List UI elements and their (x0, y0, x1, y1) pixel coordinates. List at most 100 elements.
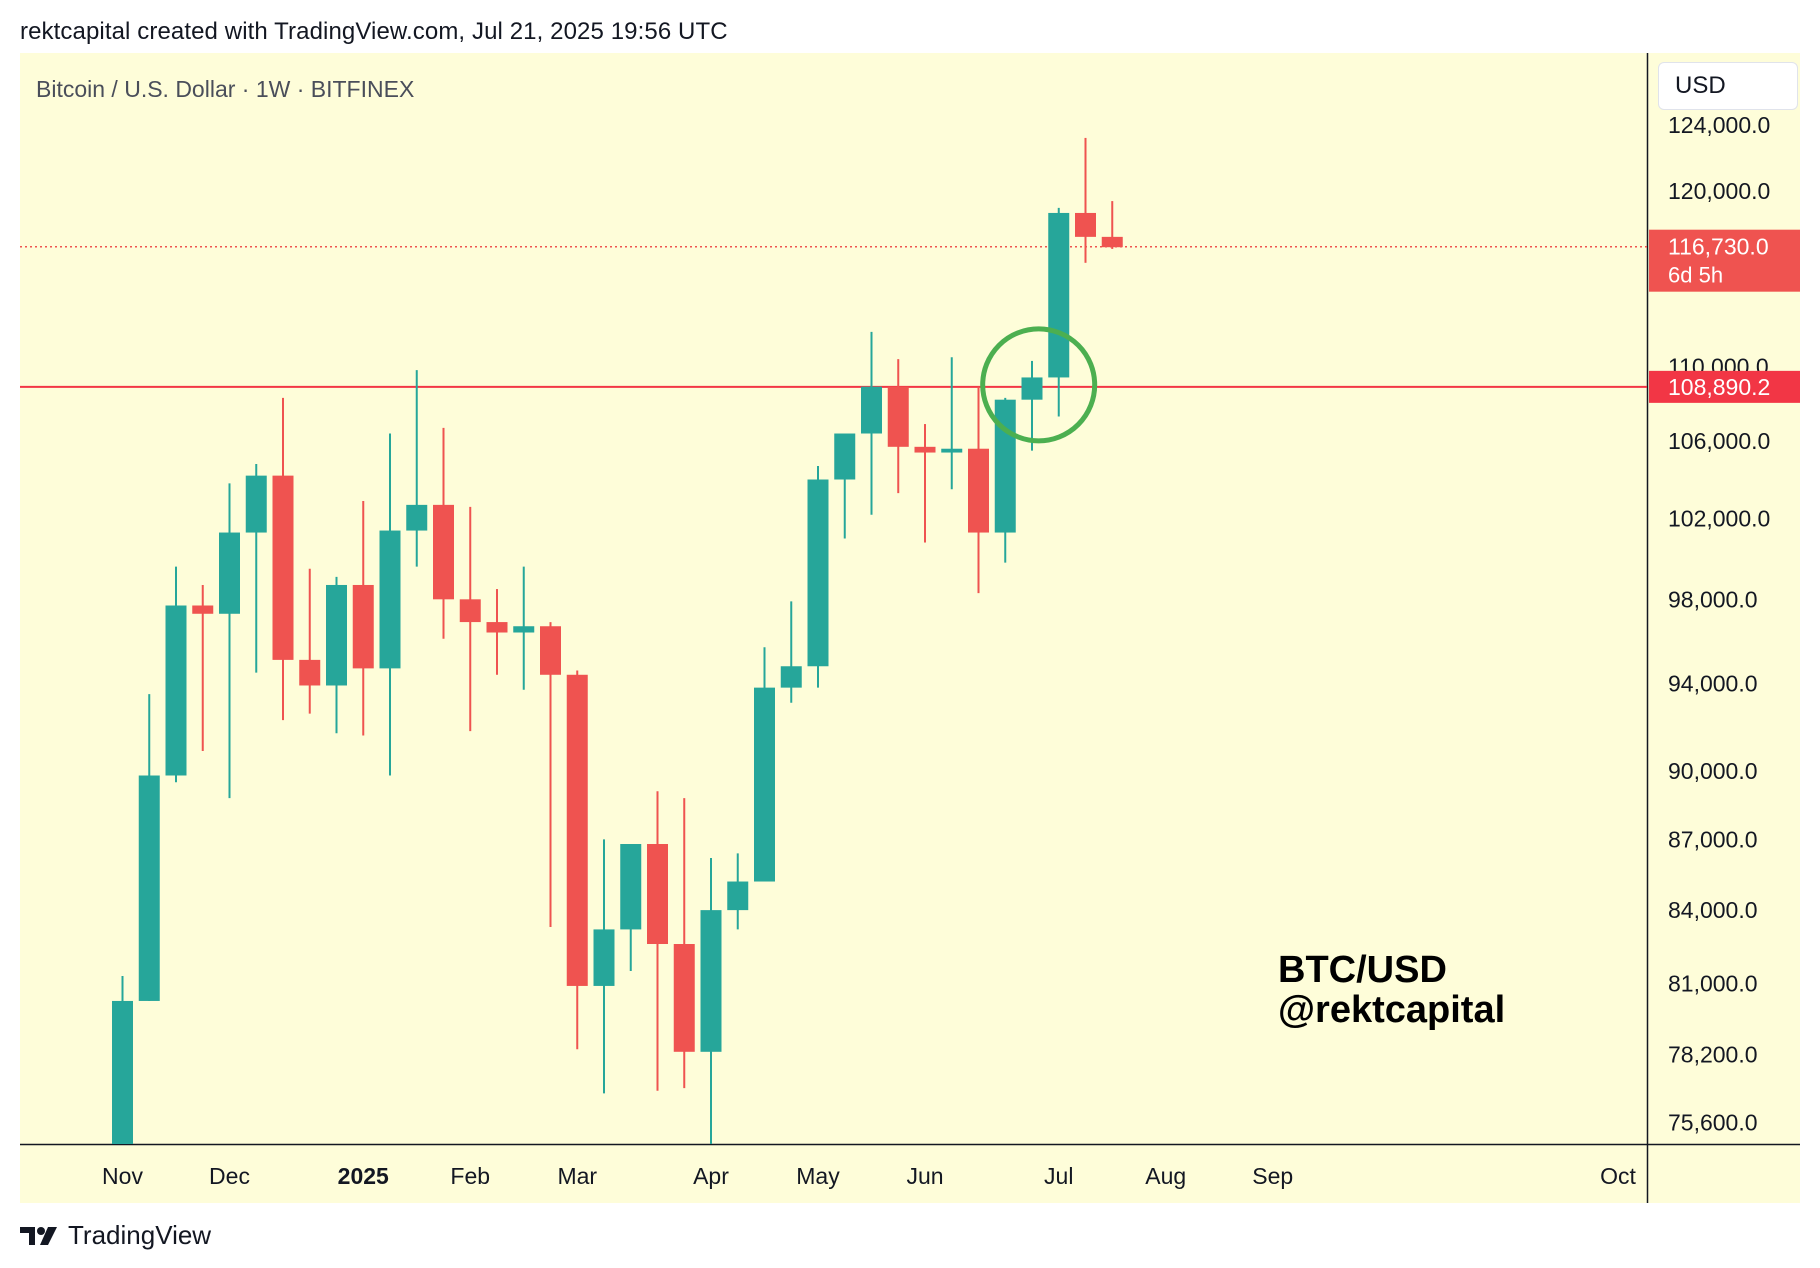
candle[interactable] (513, 566, 535, 690)
candle[interactable] (486, 589, 508, 675)
candle[interactable] (192, 584, 214, 751)
candle-body (299, 659, 321, 686)
candle-body (914, 446, 936, 453)
candle[interactable] (138, 694, 160, 1001)
price-tick-label: 78,200.0 (1668, 1041, 1758, 1067)
candle[interactable] (1075, 137, 1096, 263)
candle[interactable] (673, 798, 695, 1089)
candle-body (566, 674, 588, 986)
last-price-tag (1649, 229, 1800, 292)
price-tick-label: 87,000.0 (1668, 826, 1758, 852)
time-tick-label: Sep (1252, 1163, 1293, 1189)
candle[interactable] (754, 647, 775, 882)
candle-body (620, 844, 642, 930)
candle-body (192, 605, 214, 614)
candle-body (486, 622, 508, 633)
candle[interactable] (326, 576, 347, 734)
candle-body (245, 475, 267, 533)
candle-body (433, 504, 454, 600)
candle-body (1021, 377, 1043, 400)
candle[interactable] (914, 424, 936, 543)
candle-body (138, 775, 160, 1001)
time-tick-label: Aug (1145, 1163, 1186, 1189)
candle-body (352, 584, 374, 669)
candle[interactable] (1101, 201, 1123, 249)
time-tick-label: 2025 (338, 1163, 389, 1189)
candle[interactable] (272, 397, 294, 721)
candle[interactable] (807, 465, 829, 688)
candle-body (272, 475, 294, 660)
time-tick-label: Jul (1044, 1163, 1073, 1189)
candle[interactable] (219, 483, 240, 799)
candle[interactable] (165, 566, 187, 783)
price-tick-label: 120,000.0 (1668, 178, 1770, 204)
tradingview-logo-icon (20, 1226, 57, 1245)
price-tick-label: 102,000.0 (1668, 506, 1770, 532)
candle[interactable] (861, 331, 882, 515)
candle-body (941, 448, 963, 453)
watermark-pair: BTC/USD (1278, 949, 1447, 991)
candle-body (780, 666, 802, 688)
price-tick-label: 94,000.0 (1668, 670, 1758, 696)
candle-body (326, 584, 347, 686)
candle[interactable] (433, 427, 454, 639)
price-axis[interactable]: 124,000.0120,000.0110,000.0106,000.0102,… (1649, 112, 1800, 1136)
candle-body (459, 599, 481, 623)
candle-body (727, 881, 749, 911)
candle[interactable] (593, 839, 615, 1094)
candle[interactable] (299, 568, 321, 714)
time-tick-label: Apr (693, 1163, 729, 1189)
chart-attribution: rektcapital created with TradingView.com… (20, 18, 728, 45)
candle[interactable] (379, 433, 401, 776)
footer: TradingView (20, 1220, 211, 1251)
candle[interactable] (968, 386, 989, 594)
candle[interactable] (406, 370, 428, 567)
candle-body (1075, 212, 1096, 237)
time-tick-label: Dec (209, 1163, 250, 1189)
price-tick-label: 98,000.0 (1668, 586, 1758, 612)
candle-body (807, 479, 829, 667)
candle[interactable] (834, 433, 856, 539)
candle-body (1101, 236, 1123, 248)
candle[interactable] (780, 601, 802, 703)
time-axis[interactable]: Nov Dec 2025 Feb Mar Apr May Jun Jul Aug Sep Oct (102, 1163, 1636, 1189)
candle[interactable] (700, 857, 722, 1152)
candle-body (673, 944, 695, 1052)
time-tick-label: May (796, 1163, 840, 1189)
candle-body (593, 929, 615, 986)
price-tick-label: 124,000.0 (1668, 112, 1770, 138)
candle[interactable] (245, 464, 267, 673)
candle[interactable] (540, 622, 561, 927)
candle[interactable] (887, 359, 909, 494)
horizontal-levels (20, 245, 1647, 388)
candle[interactable] (620, 844, 642, 972)
candle[interactable] (941, 357, 963, 490)
price-tick-label: 90,000.0 (1668, 758, 1758, 784)
candle-body (540, 626, 561, 675)
candle[interactable] (727, 853, 749, 930)
candle-body (700, 910, 722, 1052)
last-price-label: 116,730.0 (1668, 234, 1769, 260)
time-tick-label: Mar (557, 1163, 597, 1189)
candle-body (219, 532, 240, 614)
candle-body (406, 504, 428, 531)
candle-body (754, 687, 775, 882)
candle[interactable] (647, 791, 668, 1091)
price-tick-label: 106,000.0 (1668, 428, 1770, 454)
annotations (980, 326, 1098, 444)
candle[interactable] (112, 975, 133, 1221)
candle-body (887, 386, 909, 447)
watermark-handle: @rektcapital (1278, 989, 1505, 1031)
tradingview-brand[interactable]: TradingView (68, 1220, 212, 1250)
candle[interactable] (566, 670, 588, 1050)
candle-body (968, 448, 989, 533)
candle[interactable] (459, 506, 481, 732)
candle-body (379, 530, 401, 669)
currency-button[interactable]: USD (1658, 62, 1798, 110)
candle[interactable] (1021, 360, 1043, 451)
time-tick-label: Nov (102, 1163, 143, 1189)
candle[interactable] (352, 500, 374, 736)
symbol-title[interactable]: Bitcoin / U.S. Dollar · 1W · BITFINEX (36, 76, 414, 102)
price-tick-label: 84,000.0 (1668, 897, 1758, 923)
